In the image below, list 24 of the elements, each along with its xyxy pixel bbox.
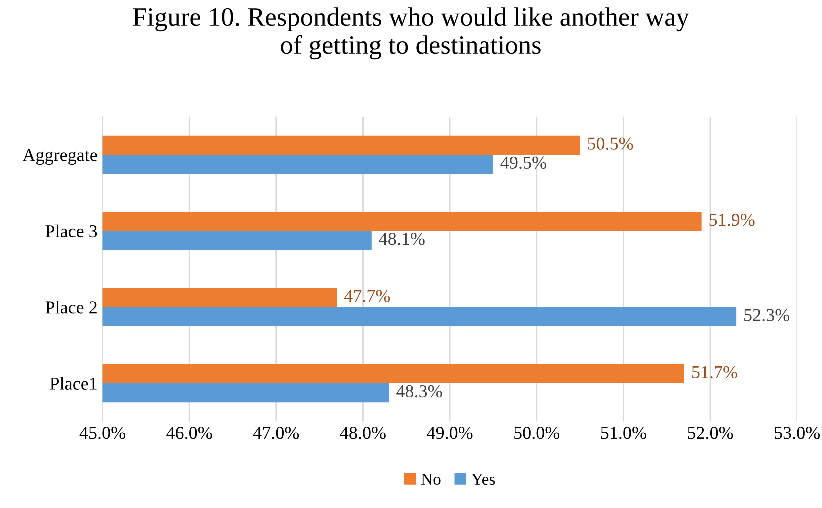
- y-tick-label: Aggregate: [22, 149, 98, 166]
- legend-label: Yes: [472, 474, 496, 486]
- y-tick-label: Place 3: [46, 224, 98, 238]
- x-tick-label: 47.0%: [253, 427, 300, 440]
- data-label: 52.3%: [744, 309, 790, 322]
- data-label: 48.3%: [396, 385, 442, 398]
- x-tick-label: 49.0%: [427, 427, 473, 440]
- data-label: 49.5%: [500, 156, 546, 170]
- chart-title: Figure 10. Respondents who would like another way of getting to destinations: [133, 8, 690, 60]
- data-label: 51.7%: [692, 366, 738, 379]
- data-label: 50.5%: [588, 138, 634, 150]
- x-tick-label: 45.0%: [80, 427, 126, 440]
- data-label: 51.9%: [710, 214, 755, 226]
- x-tick-label: 51.0%: [601, 427, 646, 440]
- x-tick-label: 53.0%: [775, 427, 820, 440]
- x-tick-label: 48.0%: [340, 427, 386, 440]
- legend-label: No: [422, 474, 441, 486]
- x-tick-label: 46.0%: [166, 427, 212, 440]
- data-label: 48.1%: [379, 233, 425, 246]
- x-tick-label: 52.0%: [688, 427, 734, 440]
- y-tick-label: Place 2: [46, 301, 97, 314]
- x-tick-label: 50.0%: [514, 427, 560, 440]
- y-tick-label: Place1: [50, 377, 97, 390]
- data-label: 47.7%: [344, 290, 390, 302]
